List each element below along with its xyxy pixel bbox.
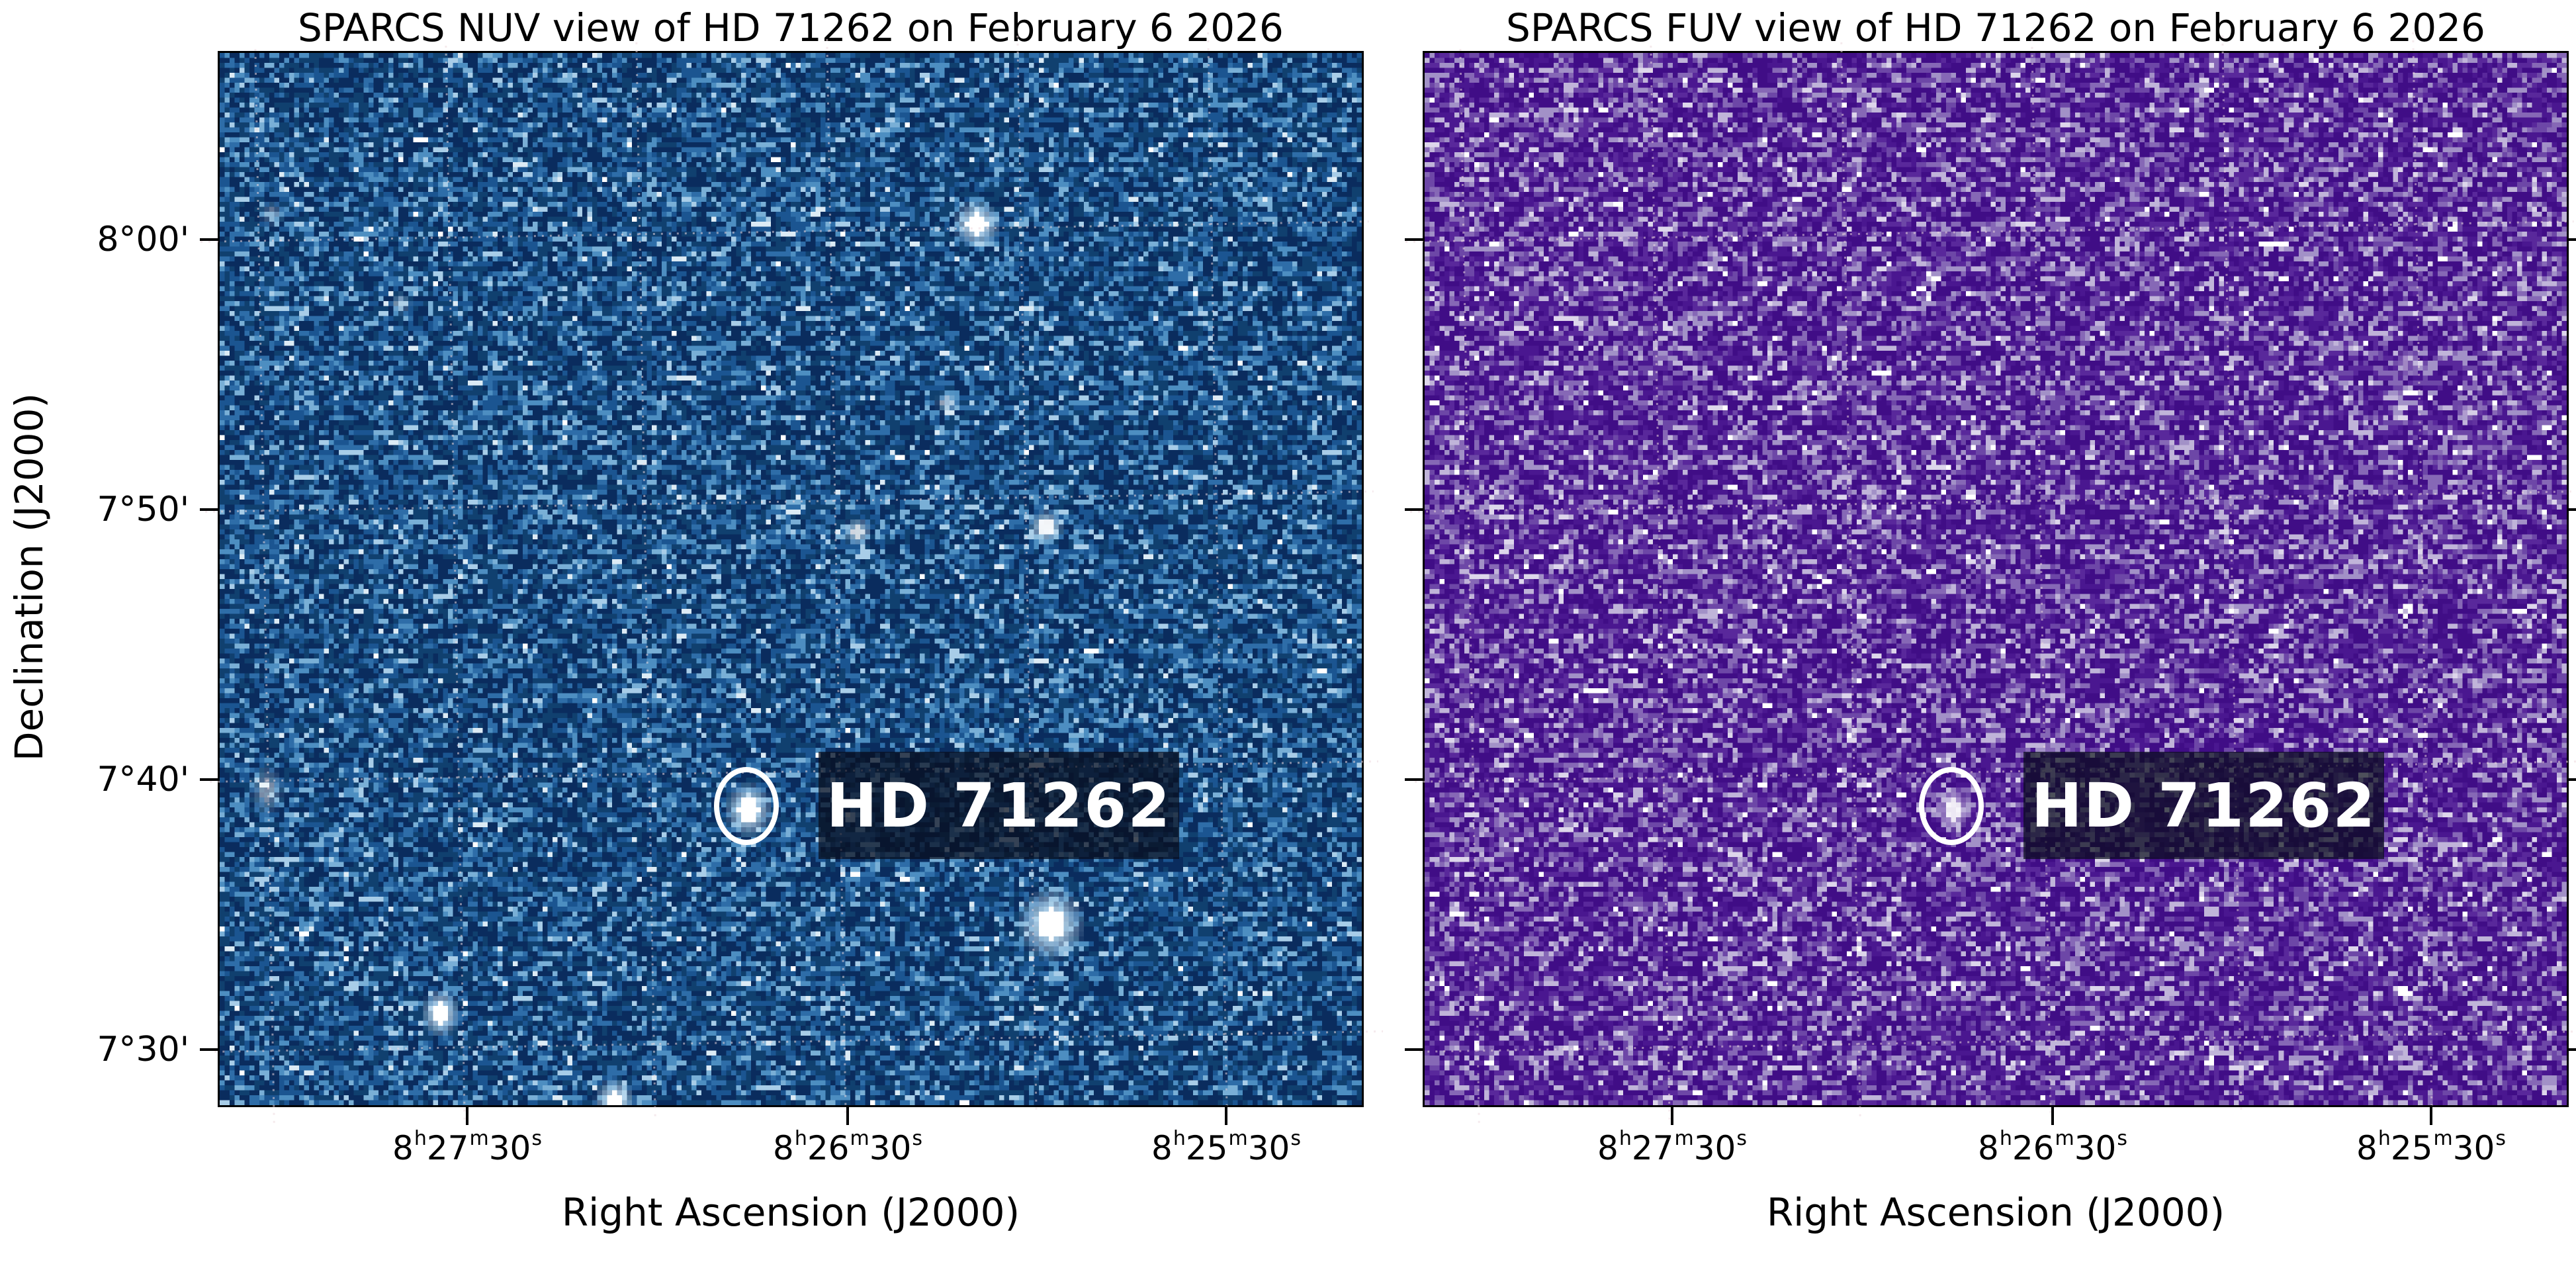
dec-tick-mark [200, 238, 220, 241]
ra-tick-mark [466, 1105, 468, 1125]
dec-tick-mark [200, 508, 220, 511]
fuv-x-axis-label: Right Ascension (J2000) [1766, 1190, 2225, 1235]
ra-tick-mark [1671, 1105, 1673, 1125]
dec-tick-mark [2567, 1048, 2576, 1051]
dec-tick-mark [1405, 778, 1425, 781]
dec-tick-label: 7°40' [97, 760, 189, 799]
ra-tick-mark [846, 1105, 849, 1125]
ra-tick-label: 8h26m30s [1978, 1126, 2127, 1167]
dec-tick-mark [1405, 1048, 1425, 1051]
nuv-x-axis-label: Right Ascension (J2000) [561, 1190, 1020, 1235]
dec-tick-mark [1405, 508, 1425, 511]
fuv-target-label: HD 71262 [2031, 770, 2377, 841]
dec-tick-mark [200, 778, 220, 781]
dec-tick-mark [2567, 508, 2576, 511]
ra-tick-label: 8h25m30s [2356, 1126, 2506, 1167]
y-axis-label: Declination (J2000) [7, 392, 52, 762]
fuv-panel-title: SPARCS FUV view of HD 71262 on February … [1506, 5, 2485, 50]
ra-tick-label: 8h26m30s [773, 1126, 922, 1167]
fuv-image-panel: SPARCS FUV view of HD 71262 on February … [1405, 7, 2576, 1235]
dec-tick-label: 8°00' [97, 220, 189, 259]
ra-tick-mark [2430, 1105, 2432, 1125]
dec-tick-mark [2567, 238, 2576, 241]
dec-tick-label: 7°50' [97, 490, 189, 529]
nuv-target-label: HD 71262 [826, 770, 1172, 841]
nuv-sky-image [220, 53, 1362, 1105]
dec-tick-mark [1405, 238, 1425, 241]
ra-tick-mark [1225, 1105, 1227, 1125]
dec-tick-mark [200, 1048, 220, 1051]
ra-tick-label: 8h27m30s [392, 1126, 542, 1167]
fuv-target-label-box: HD 71262 [2023, 752, 2384, 859]
dec-tick-mark [2567, 778, 2576, 781]
nuv-panel-title: SPARCS NUV view of HD 71262 on February … [298, 5, 1284, 50]
ra-tick-label: 8h25m30s [1151, 1126, 1301, 1167]
ra-tick-label: 8h27m30s [1597, 1126, 1747, 1167]
ra-tick-mark [2051, 1105, 2054, 1125]
nuv-image-panel: SPARCS NUV view of HD 71262 on February … [97, 7, 1384, 1235]
fuv-sky-image [1425, 53, 2567, 1105]
dec-tick-label: 7°30' [97, 1030, 189, 1069]
nuv-target-label-box: HD 71262 [819, 752, 1179, 859]
